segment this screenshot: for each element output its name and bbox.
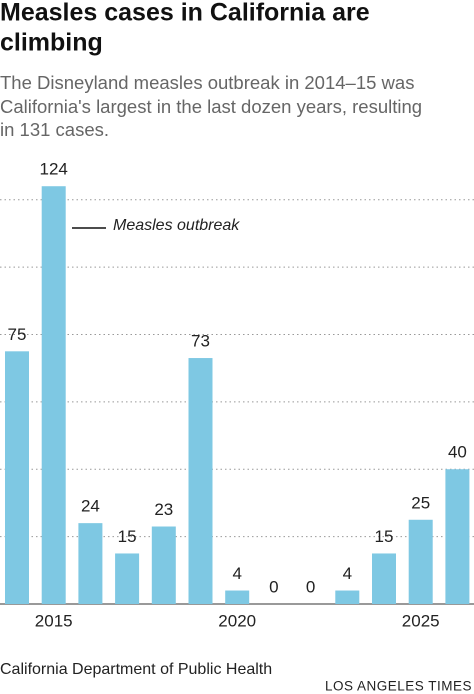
bar: [408, 519, 433, 604]
x-tick-label: 2020: [218, 611, 256, 630]
subtitle: The Disneyland measles outbreak in 2014–…: [0, 72, 414, 93]
x-tick-label: 2025: [402, 611, 440, 630]
value-label: 75: [8, 325, 27, 344]
chart-title: climbing: [0, 29, 103, 57]
value-label: 0: [269, 577, 278, 596]
value-label: 24: [81, 497, 100, 516]
subtitle: California's largest in the last dozen y…: [0, 96, 422, 117]
value-label: 0: [306, 577, 315, 596]
value-label: 15: [375, 527, 394, 546]
bar: [372, 553, 396, 604]
bar: [225, 590, 250, 604]
value-label: 23: [154, 500, 173, 519]
bar: [115, 553, 140, 604]
value-label: 124: [40, 160, 68, 179]
bar: [151, 526, 176, 604]
value-label: 25: [411, 493, 430, 512]
source: California Department of Public Health: [0, 661, 272, 678]
value-label: 40: [448, 443, 467, 462]
annotation: Measles outbreak: [113, 217, 240, 234]
bar: [335, 590, 360, 604]
bar: [5, 351, 29, 604]
subtitle: in 131 cases.: [0, 119, 109, 140]
value-label: 4: [232, 564, 241, 583]
value-label: 73: [191, 332, 210, 351]
bar: [41, 186, 66, 604]
credit: LOS ANGELES TIMES: [325, 679, 472, 694]
x-tick-label: 2015: [35, 611, 73, 630]
bar: [78, 523, 103, 604]
value-label: 15: [118, 527, 137, 546]
chart-title: Measles cases in California are: [0, 0, 370, 27]
value-label: 4: [343, 564, 352, 583]
bar: [188, 358, 213, 604]
bar: [445, 469, 470, 604]
